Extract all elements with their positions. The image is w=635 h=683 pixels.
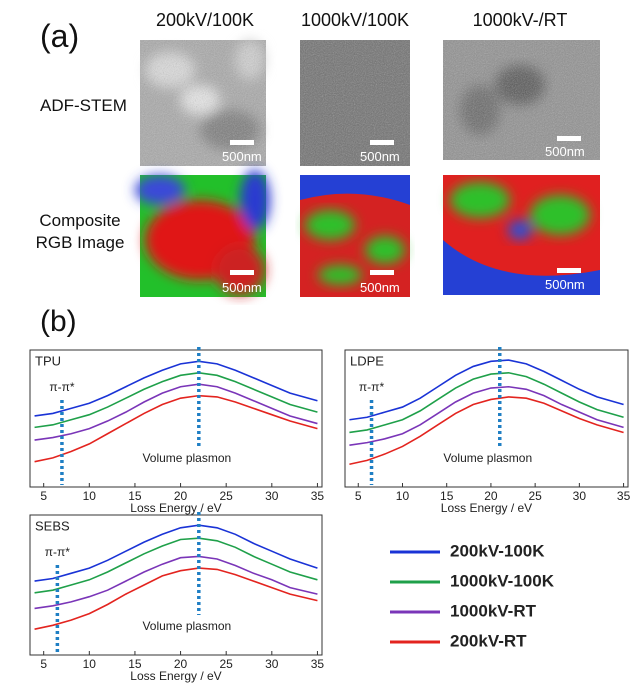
x-tick-label: 15 bbox=[128, 657, 142, 671]
x-tick-label: 30 bbox=[573, 489, 587, 503]
annotation: π-π* bbox=[359, 380, 385, 394]
x-axis-label: Loss Energy / eV bbox=[441, 501, 532, 515]
x-axis-label: Loss Energy / eV bbox=[130, 501, 221, 515]
annotation: Volume plasmon bbox=[142, 619, 231, 633]
chart-title: LDPE bbox=[350, 353, 384, 368]
spectrum-line bbox=[34, 537, 318, 594]
x-tick-label: 5 bbox=[40, 657, 47, 671]
x-tick-label: 20 bbox=[484, 489, 498, 503]
scale-label: 500nm bbox=[222, 149, 262, 164]
x-tick-label: 5 bbox=[355, 489, 362, 503]
plot-frame bbox=[29, 349, 323, 488]
row-label: Composite RGB Image bbox=[35, 211, 125, 252]
x-tick-label: 20 bbox=[174, 489, 188, 503]
annotation: Volume plasmon bbox=[443, 451, 532, 465]
spectrum-line bbox=[34, 555, 318, 610]
legend-label: 200kV-RT bbox=[450, 631, 527, 650]
legend-label: 1000kV-100K bbox=[450, 571, 555, 590]
x-tick-label: 5 bbox=[40, 489, 47, 503]
x-tick-label: 15 bbox=[440, 489, 454, 503]
spectrum-line bbox=[349, 385, 624, 446]
column-header: 1000kV-/RT bbox=[472, 10, 568, 30]
x-tick-label: 30 bbox=[265, 657, 279, 671]
x-tick-label: 35 bbox=[617, 489, 631, 503]
legend-label: 1000kV-RT bbox=[450, 601, 537, 620]
plot-frame bbox=[344, 349, 629, 488]
row-label: ADF-STEM bbox=[40, 96, 127, 115]
scale-label: 500nm bbox=[360, 149, 400, 164]
spectrum-line bbox=[34, 524, 318, 582]
scale-label: 500nm bbox=[222, 280, 262, 295]
x-tick-label: 35 bbox=[311, 657, 325, 671]
spectrum-line bbox=[34, 383, 318, 441]
spectrum-line bbox=[34, 394, 318, 463]
spectrum-line bbox=[34, 371, 318, 429]
panel-label: (b) bbox=[40, 305, 77, 338]
x-tick-label: 25 bbox=[220, 657, 234, 671]
scale-label: 500nm bbox=[545, 277, 585, 292]
chart-title: SEBS bbox=[35, 518, 70, 533]
plot-frame bbox=[29, 514, 323, 656]
x-axis-label: Loss Energy / eV bbox=[130, 669, 221, 683]
annotation: π-π* bbox=[49, 380, 75, 394]
x-tick-label: 30 bbox=[265, 489, 279, 503]
column-header: 200kV/100K bbox=[155, 10, 255, 30]
legend-label: 200kV-100K bbox=[450, 541, 545, 560]
spectrum-line bbox=[34, 567, 318, 630]
rgb-image bbox=[135, 170, 600, 297]
scale-bars bbox=[230, 136, 581, 275]
annotation: π-π* bbox=[45, 545, 71, 559]
annotation: Volume plasmon bbox=[142, 451, 231, 465]
x-tick-label: 10 bbox=[83, 489, 97, 503]
scale-label: 500nm bbox=[545, 144, 585, 159]
x-tick-label: 25 bbox=[528, 489, 542, 503]
scale-label: 500nm bbox=[360, 280, 400, 295]
spectrum-line bbox=[349, 359, 624, 421]
spectrum-line bbox=[34, 360, 318, 417]
x-tick-label: 10 bbox=[83, 657, 97, 671]
panel-label: (a) bbox=[40, 18, 80, 54]
x-tick-label: 25 bbox=[220, 489, 234, 503]
x-tick-label: 35 bbox=[311, 489, 325, 503]
x-tick-label: 15 bbox=[128, 489, 142, 503]
spectrum-line bbox=[349, 371, 624, 434]
x-tick-label: 10 bbox=[396, 489, 410, 503]
chart-title: TPU bbox=[35, 353, 61, 368]
micrographs bbox=[135, 40, 600, 297]
spectrum-line bbox=[349, 396, 624, 466]
x-tick-label: 20 bbox=[174, 657, 188, 671]
column-header: 1000kV/100K bbox=[300, 10, 410, 30]
